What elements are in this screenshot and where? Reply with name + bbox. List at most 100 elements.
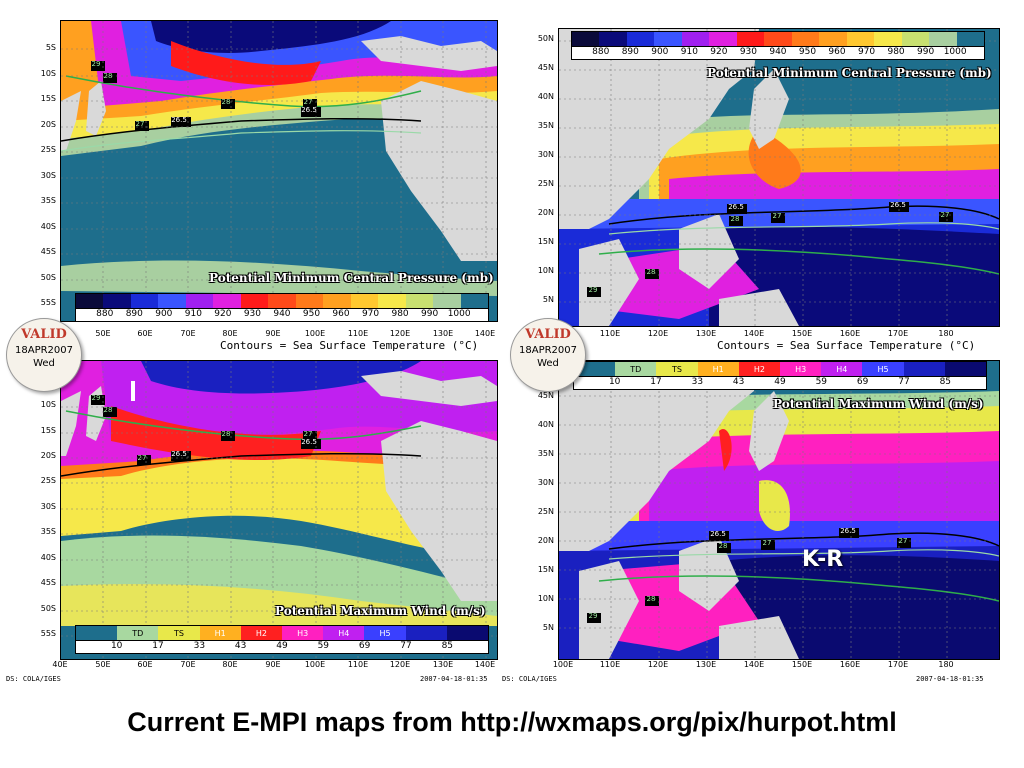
lon-tick: 110E [599,660,621,669]
legend-label: 33 [193,641,206,651]
lon-tick: 50E [95,660,111,669]
wind-category: H2 [240,626,283,640]
wind-legend-labels: 10 17 33 43 49 59 69 77 85 [574,377,986,389]
wind-color-bar: TD TS H1 H2 H3 H4 H5 [574,362,987,377]
legend-label: 59 [317,641,330,651]
legend-label: 910 [184,309,202,319]
map-wp-wind: TD TS H1 H2 H3 H4 H5 10 17 33 43 49 59 6… [558,360,1000,660]
legend-label: 930 [243,309,262,319]
contour-caption: Contours = Sea Surface Temperature (°C) [220,339,479,352]
lat-tick: 40N [537,92,554,101]
wind-category [405,626,447,640]
legend-label: 940 [273,309,291,319]
contour-label: 29 [588,612,598,620]
panel-wp-wind: TD TS H1 H2 H3 H4 H5 10 17 33 43 49 59 6… [502,352,1024,692]
legend-label: 49 [774,377,786,387]
legend-label: 43 [732,377,745,387]
legend-label: 890 [125,309,143,319]
contour-label: 26.5 [301,106,317,114]
lon-tick: 60E [137,329,153,338]
contour-label: 27 [762,539,772,547]
k-r-annotation: K-R [802,547,844,572]
lat-tick: 35N [537,121,554,130]
legend-label: 990 [421,309,439,319]
lat-tick: 25S [40,145,56,154]
wind-category: TD [615,362,657,376]
lon-tick: 100E [304,660,326,669]
lat-tick: 40S [40,222,56,231]
contour-label: 28 [718,542,728,550]
lon-tick: 160E [839,329,861,338]
lon-tick: 140E [474,329,496,338]
contour-label: 27 [303,430,313,438]
lat-tick: 25N [537,179,554,188]
contour-label: 29 [588,286,598,294]
lat-tick: 20S [40,120,56,129]
legend-label: 69 [856,377,869,387]
lon-tick: 170E [887,329,909,338]
lon-tick: 110E [347,660,369,669]
panel-io-wind: Potential Maximum Wind (m/s) TD TS H1 H2… [0,352,505,692]
wind-legend: TD TS H1 H2 H3 H4 H5 10 17 33 43 49 59 6… [573,361,987,390]
valid-label: VALID [525,327,571,342]
lat-tick: 25N [537,507,554,516]
valid-date: 18APR2007 [519,345,577,356]
lat-tick: 20N [537,536,554,545]
valid-badge-left: VALID 18APR2007 Wed [6,318,82,392]
lon-tick: 150E [791,660,813,669]
legend-label: 890 [621,47,639,57]
map-wp-pressure-svg [559,29,999,326]
legend-label: 85 [441,641,454,651]
lon-tick: 90E [265,329,281,338]
legend-label: 920 [710,47,728,57]
lat-tick: 45N [537,63,554,72]
legend-label: 980 [887,47,905,57]
legend-label: 85 [939,377,952,387]
contour-label: 27 [303,98,313,106]
legend-label: 900 [155,309,173,319]
legend-label: 950 [302,309,321,319]
lat-tick: 15N [537,565,554,574]
legend-label: 43 [234,641,247,651]
lon-tick: 70E [180,329,196,338]
legend-label: 970 [857,47,876,57]
credit-right: 2007-04-18-01:35 [420,675,488,683]
pressure-color-bar [572,32,985,47]
wind-legend-labels: 10 17 33 43 49 59 69 77 85 [76,641,488,653]
lon-tick: 80E [222,660,238,669]
wind-color-bar: TD TS H1 H2 H3 H4 H5 [76,626,489,641]
legend-label: 970 [361,309,380,319]
map-title: Potential Maximum Wind (m/s) [773,397,984,411]
contour-label: 28 [103,406,113,414]
lon-tick: 140E [743,660,765,669]
lat-tick: 40S [40,553,56,562]
credit-left: DS: COLA/IGES [6,675,61,683]
legend-label: 1000 [447,309,471,319]
lat-tick: 10N [537,594,554,603]
lat-tick: 10S [40,400,56,409]
contour-label: 28 [646,595,656,603]
legend-label: 77 [400,641,412,651]
map-io-pressure: Potential Minimum Central Pressure (mb) … [60,20,498,322]
pressure-legend-labels: 880 890 900 910 920 930 940 950 960 970 … [572,47,984,59]
legend-label: 49 [276,641,288,651]
credit-left: DS: COLA/IGES [502,675,557,683]
contour-label: 27 [940,211,950,219]
wind-category [903,362,945,376]
lat-tick: 45S [40,247,56,256]
lon-tick: 160E [839,660,861,669]
wind-category: H4 [323,626,365,640]
panel-wp-pressure: 880 890 900 910 920 930 940 950 960 970 … [512,20,1024,352]
valid-label: VALID [21,327,67,342]
wind-category: H3 [282,626,324,640]
map-io-wind-svg [61,361,497,659]
map-io-wind: Potential Maximum Wind (m/s) TD TS H1 H2… [60,360,498,660]
panel-io-pressure: Potential Minimum Central Pressure (mb) … [0,20,505,352]
legend-label: 77 [898,377,910,387]
lon-tick: 90E [265,660,281,669]
lat-tick: 30N [537,478,554,487]
pressure-legend-labels: 880 890 900 910 920 930 940 950 960 970 … [76,309,488,321]
lat-tick: 40N [537,420,554,429]
lat-tick: 10N [537,266,554,275]
legend-label: 920 [214,309,232,319]
